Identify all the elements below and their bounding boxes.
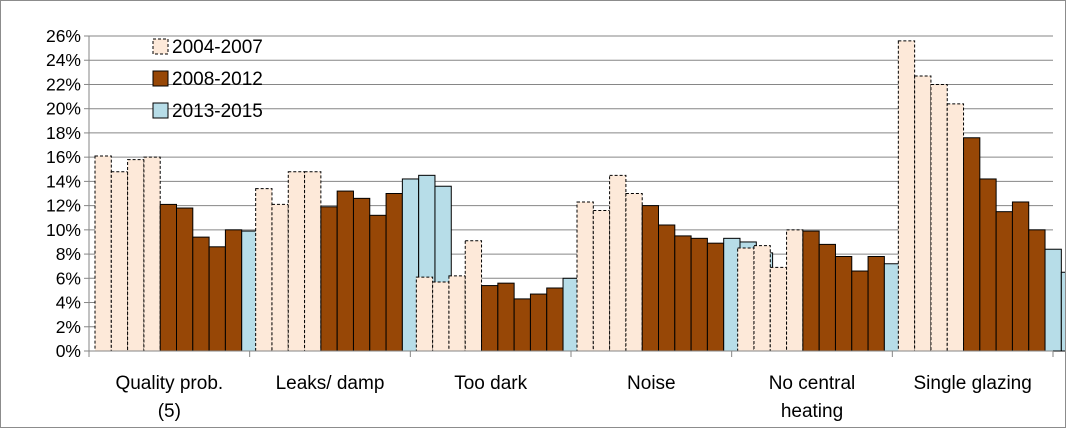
bar-2008-2012 <box>979 178 997 352</box>
category-label: No central <box>769 373 856 394</box>
bar-2004-2007 <box>255 188 273 352</box>
bar-2004-2007 <box>897 40 916 352</box>
category-label: Single glazing <box>914 373 1032 394</box>
bar-2008-2012 <box>1028 229 1046 352</box>
bar-2004-2007 <box>592 209 611 352</box>
y-tick-label: 6% <box>56 268 81 288</box>
y-tick-label: 14% <box>46 171 81 191</box>
bar-2008-2012 <box>529 293 548 352</box>
bar-2004-2007 <box>609 174 627 352</box>
legend-label: 2013-2015 <box>172 101 263 122</box>
bar-2004-2007 <box>448 275 466 352</box>
bar-2008-2012 <box>641 205 660 352</box>
bar-2004-2007 <box>914 75 932 352</box>
bar-2004-2007 <box>94 155 112 352</box>
y-tick-label: 4% <box>56 293 81 313</box>
bar-2008-2012 <box>546 287 564 352</box>
y-tick-label: 18% <box>46 123 81 143</box>
legend-label: 2008-2012 <box>172 69 263 90</box>
bar-2004-2007 <box>143 156 161 352</box>
bar-2008-2012 <box>690 237 708 352</box>
bar-2008-2012 <box>192 236 210 352</box>
y-tick-label: 12% <box>46 196 81 216</box>
bar-2004-2007 <box>127 159 145 352</box>
bar-2008-2012 <box>1011 201 1030 352</box>
y-tick-label: 16% <box>46 147 81 167</box>
bar-2013-2015 <box>1060 271 1065 352</box>
bar-2004-2007 <box>753 245 771 352</box>
bar-2008-2012 <box>706 242 725 352</box>
y-tick-label: 20% <box>46 99 81 119</box>
legend-label: 2004-2007 <box>172 37 263 58</box>
y-tick-label: 26% <box>46 26 81 46</box>
y-tick-label: 0% <box>56 341 81 361</box>
bar-2008-2012 <box>320 206 338 352</box>
category-label: Too dark <box>454 373 527 394</box>
bar-2008-2012 <box>802 230 820 352</box>
legend-swatch-2004-2007 <box>152 38 169 55</box>
category-label: Quality prob. <box>115 373 223 394</box>
bar-2004-2007 <box>271 203 289 352</box>
bar-2008-2012 <box>481 285 499 352</box>
bar-2004-2007 <box>625 193 643 352</box>
y-tick-label: 24% <box>46 50 81 70</box>
bar-2004-2007 <box>946 103 965 352</box>
bar-2004-2007 <box>737 247 755 352</box>
bar-2004-2007 <box>930 83 948 352</box>
bar-2004-2007 <box>786 229 804 352</box>
bar-2008-2012 <box>658 224 676 352</box>
bar-2004-2007 <box>304 171 322 352</box>
bar-2004-2007 <box>576 201 594 352</box>
bar-2008-2012 <box>963 137 981 352</box>
bar-2013-2015 <box>1044 248 1062 352</box>
legend-swatch-2013-2015 <box>152 102 169 119</box>
bar-2008-2012 <box>336 190 354 352</box>
bar-2004-2007 <box>464 240 483 352</box>
bar-2008-2012 <box>513 298 531 352</box>
bar-2008-2012 <box>867 256 885 352</box>
bar-2008-2012 <box>224 229 243 352</box>
bar-2008-2012 <box>497 282 515 352</box>
category-label: (5) <box>158 401 181 422</box>
bar-2004-2007 <box>432 281 450 352</box>
bar-2008-2012 <box>176 207 194 352</box>
bar-2008-2012 <box>995 211 1013 352</box>
bar-2008-2012 <box>851 270 869 352</box>
bar-2004-2007 <box>769 266 788 352</box>
bar-2008-2012 <box>834 256 853 352</box>
y-tick-label: 8% <box>56 244 81 264</box>
category-label: Leaks/ damp <box>276 373 385 394</box>
y-tick-label: 2% <box>56 317 81 337</box>
bar-2008-2012 <box>385 193 403 352</box>
bar-2008-2012 <box>159 203 177 352</box>
bar-2008-2012 <box>352 197 371 352</box>
y-tick-label: 10% <box>46 220 81 240</box>
bar-2008-2012 <box>369 214 387 352</box>
bar-2004-2007 <box>110 171 129 352</box>
bar-2004-2007 <box>415 276 434 352</box>
y-tick-label: 22% <box>46 74 81 94</box>
bar-2008-2012 <box>818 243 836 352</box>
category-label: heating <box>781 401 843 422</box>
bar-2004-2007 <box>287 171 306 352</box>
category-label: Noise <box>627 373 676 394</box>
bar-2008-2012 <box>208 246 226 352</box>
bar-2008-2012 <box>674 235 692 352</box>
legend-swatch-2008-2012 <box>152 70 169 87</box>
